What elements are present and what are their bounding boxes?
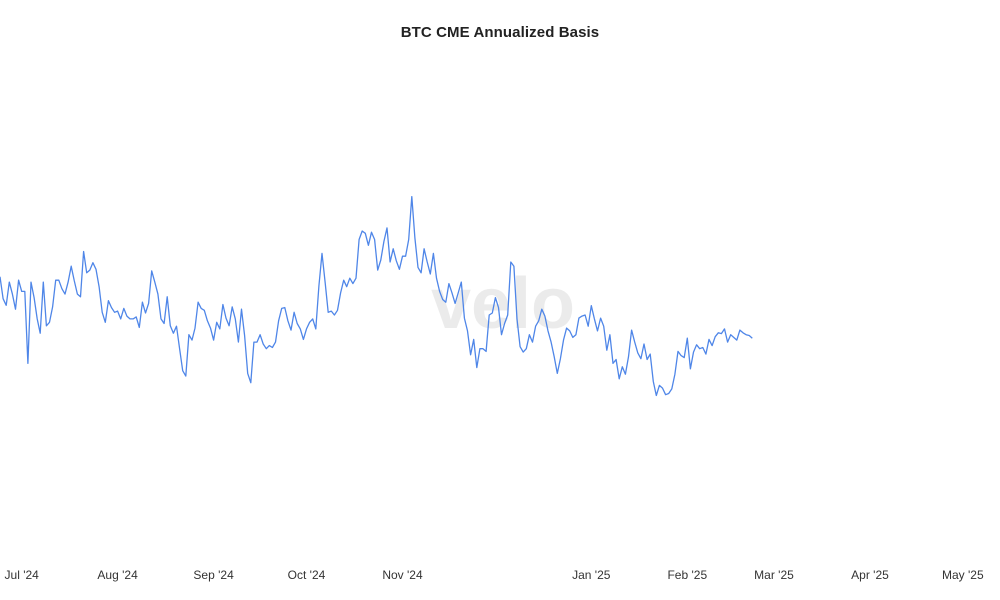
x-tick-label: Jan '25 [572, 568, 611, 582]
x-tick-label: Mar '25 [754, 568, 794, 582]
series-layer [0, 195, 753, 397]
x-tick-label: Oct '24 [288, 568, 326, 582]
series-line [0, 195, 753, 397]
chart-title: BTC CME Annualized Basis [400, 24, 600, 41]
plot-area [0, 195, 753, 397]
x-tick-label: May '25 [942, 568, 984, 582]
x-tick-label: Nov '24 [382, 568, 423, 582]
x-tick-label: Apr '25 [851, 568, 889, 582]
x-tick-label: Jul '24 [5, 568, 40, 582]
x-tick-label: Sep '24 [193, 568, 234, 582]
x-tick-label: Feb '25 [667, 568, 707, 582]
x-axis: Jul '24 Aug '24 Sep '24 Oct '24 Nov '24 Jan '… [5, 568, 984, 582]
x-tick-label: Aug '24 [97, 568, 138, 582]
